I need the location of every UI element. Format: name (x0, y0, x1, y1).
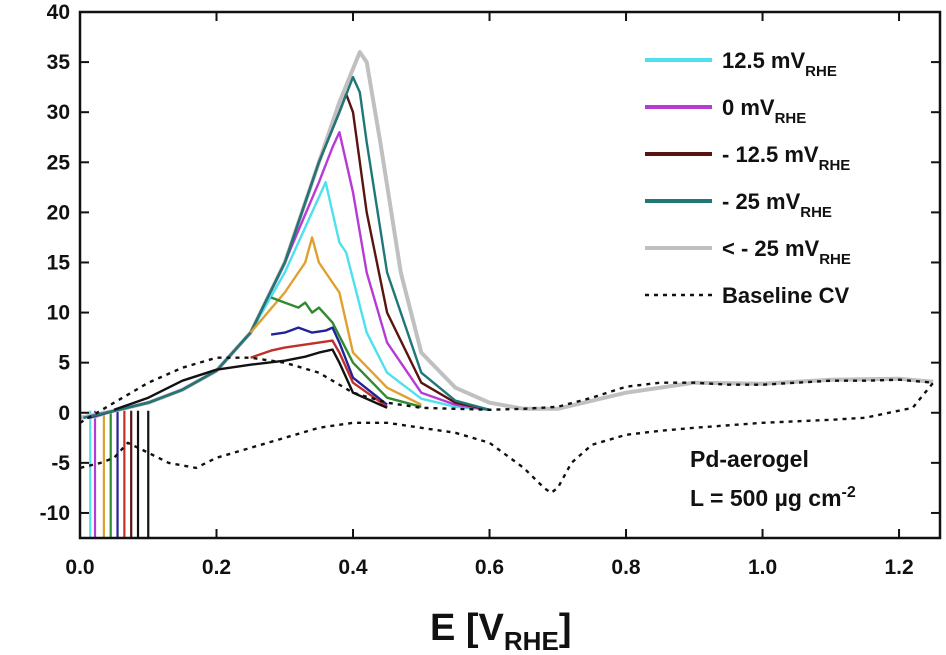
series-line-9 (113, 348, 388, 411)
ticks-layer: 0.0 0.2 0.4 0.6 0.8 1.0 1.2 -10 -5 0 5 10 15 20 25 30 35… (40, 1, 940, 579)
series-line-10 (79, 356, 935, 495)
y-tick-label-4: 10 (47, 302, 70, 325)
annotation: Pd-aerogel L = 500 µg cm-2 (690, 446, 856, 511)
legend-label-sub-1: RHE (775, 110, 807, 127)
y-tick-label-7: 25 (47, 151, 71, 174)
x-axis-label-main: E [V (430, 607, 505, 649)
y-tick-label-8: 30 (47, 101, 70, 124)
legend-label-1: 0 mVRHE (722, 95, 806, 127)
x-tick-label-5: 1.0 (748, 556, 777, 579)
y-tick-label-1: -5 (51, 452, 70, 475)
legend-label-sub-0: RHE (805, 63, 837, 80)
y-tick-label-2: 0 (58, 402, 70, 425)
legend-label-3: - 25 mVRHE (722, 189, 832, 221)
y-tick-label-5: 15 (47, 251, 71, 274)
legend-label-2: - 12.5 mVRHE (722, 142, 850, 174)
series-line-4 (79, 50, 934, 420)
x-tick-label-2: 0.4 (338, 556, 368, 579)
annotation-line1: Pd-aerogel (690, 446, 809, 472)
series-line-3 (83, 75, 490, 419)
annotation-line2-main: L = 500 µg cm (690, 485, 842, 511)
series-line-7 (270, 326, 388, 406)
plot-frame (78, 10, 942, 540)
legend-label-0: 12.5 mVRHE (722, 48, 837, 80)
x-axis-label-sub: RHE (504, 626, 559, 655)
y-tick-label-9: 35 (47, 51, 71, 74)
series-line-6 (270, 296, 422, 408)
y-tick-label-3: 5 (58, 352, 70, 375)
legend-label-main-5: Baseline CV (722, 283, 849, 308)
y-tick-label-0: -10 (40, 502, 70, 525)
annotation-line2: L = 500 µg cm-2 (690, 484, 856, 511)
series-line-0 (93, 181, 490, 419)
x-tick-label-1: 0.2 (202, 556, 231, 579)
series-layer (79, 50, 935, 538)
y-tick-label-6: 20 (47, 201, 70, 224)
series-line-1 (89, 131, 490, 419)
x-tick-label-0: 0.0 (65, 556, 94, 579)
series-line-5 (249, 236, 422, 406)
legend-label-sub-4: RHE (819, 251, 851, 268)
legend-label-4: < - 25 mVRHE (722, 236, 851, 268)
x-tick-label-4: 0.8 (611, 556, 641, 579)
legend-label-main-1: 0 mV (722, 95, 775, 120)
legend-label-main-2: - 12.5 mV (722, 142, 819, 167)
x-tick-label-6: 1.2 (884, 556, 913, 579)
legend-label-main-0: 12.5 mV (722, 48, 805, 73)
legend-label-5: Baseline CV (722, 283, 849, 308)
legend-label-sub-2: RHE (819, 157, 851, 174)
legend-label-sub-3: RHE (800, 204, 832, 221)
x-axis-label: E [VRHE] (430, 607, 571, 655)
series-line-8 (250, 339, 388, 408)
annotation-line2-sup: -2 (842, 484, 856, 501)
legend-label-main-3: - 25 mV (722, 189, 801, 214)
legend-label-main-4: < - 25 mV (722, 236, 820, 261)
y-tick-label-10: 40 (47, 1, 70, 24)
x-tick-label-3: 0.6 (475, 556, 504, 579)
x-axis-label-end: ] (559, 607, 572, 649)
